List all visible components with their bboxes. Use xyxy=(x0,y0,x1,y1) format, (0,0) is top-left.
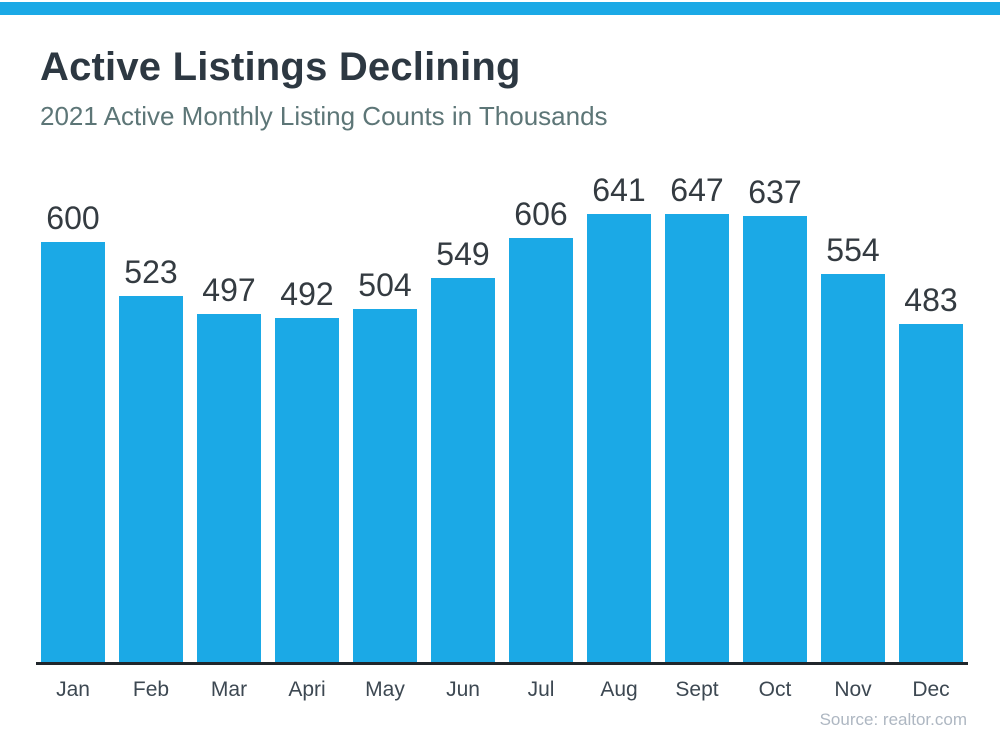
bar-value-label: 483 xyxy=(904,281,958,318)
bar-column: 647 xyxy=(665,172,729,662)
bar-value-label: 492 xyxy=(280,275,334,312)
bar-value-label: 504 xyxy=(358,267,412,304)
x-axis-tick-label: Dec xyxy=(912,678,950,701)
bar xyxy=(353,309,417,662)
bar-value-label: 523 xyxy=(124,253,178,290)
bar xyxy=(899,323,963,662)
bar xyxy=(743,216,807,662)
bar-column: 523 xyxy=(119,172,183,662)
x-axis-labels: Jan Feb Mar Apri May Jun Jul Aug Sept Oct Nov Dec xyxy=(41,678,963,702)
bars-area: 600 523 497 492 504 549 606 641 647 637 554 483 xyxy=(41,172,963,662)
bar-value-label: 554 xyxy=(826,232,880,269)
bar-column: 504 xyxy=(353,172,417,662)
bar-chart: 600 523 497 492 504 549 606 641 647 637 554 483 Jan… xyxy=(36,172,968,702)
source-attribution: Source: realtor.com xyxy=(819,710,967,729)
bar xyxy=(197,314,261,662)
x-axis-tick-label: Sept xyxy=(675,678,719,701)
x-axis-tick-label: Jul xyxy=(527,678,555,701)
bar-value-label: 637 xyxy=(748,174,802,211)
top-accent-stripe xyxy=(0,2,1000,15)
bar-column: 600 xyxy=(41,172,105,662)
bar-column: 637 xyxy=(743,172,807,662)
x-axis-tick-label: Mar xyxy=(210,678,248,701)
x-axis-tick-label: Aug xyxy=(600,678,638,701)
bar-value-label: 549 xyxy=(436,235,490,272)
bar-value-label: 497 xyxy=(202,272,256,309)
bar-value-label: 600 xyxy=(46,200,100,236)
x-axis-tick-label: Nov xyxy=(834,678,872,701)
chart-subtitle: 2021 Active Monthly Listing Counts in Th… xyxy=(40,101,608,131)
bar-value-label: 647 xyxy=(670,172,724,208)
x-axis-line xyxy=(36,662,968,665)
bar-column: 492 xyxy=(275,172,339,662)
x-axis-tick-label: Jan xyxy=(56,678,90,701)
chart-header: Active Listings Declining 2021 Active Mo… xyxy=(40,44,960,132)
x-axis-tick-label: May xyxy=(365,678,405,701)
x-axis-tick-label: Jun xyxy=(446,678,480,701)
chart-title: Active Listings Declining xyxy=(40,45,521,89)
bar xyxy=(275,317,339,662)
x-axis-tick-label: Apri xyxy=(288,678,326,701)
bar-column: 606 xyxy=(509,172,573,662)
x-axis-tick-label: Oct xyxy=(758,678,792,701)
bar-value-label: 606 xyxy=(514,195,568,232)
bar xyxy=(587,214,651,662)
bar-value-label: 641 xyxy=(592,172,646,208)
bar-column: 641 xyxy=(587,172,651,662)
x-axis-tick-label: Feb xyxy=(132,678,170,701)
bar xyxy=(119,295,183,662)
bar-column: 483 xyxy=(899,172,963,662)
bar-column: 549 xyxy=(431,172,495,662)
bar xyxy=(509,237,573,662)
bar xyxy=(665,214,729,662)
bar-column: 554 xyxy=(821,172,885,662)
bar xyxy=(821,274,885,662)
bar-column: 497 xyxy=(197,172,261,662)
bar xyxy=(41,242,105,662)
bar xyxy=(431,277,495,662)
